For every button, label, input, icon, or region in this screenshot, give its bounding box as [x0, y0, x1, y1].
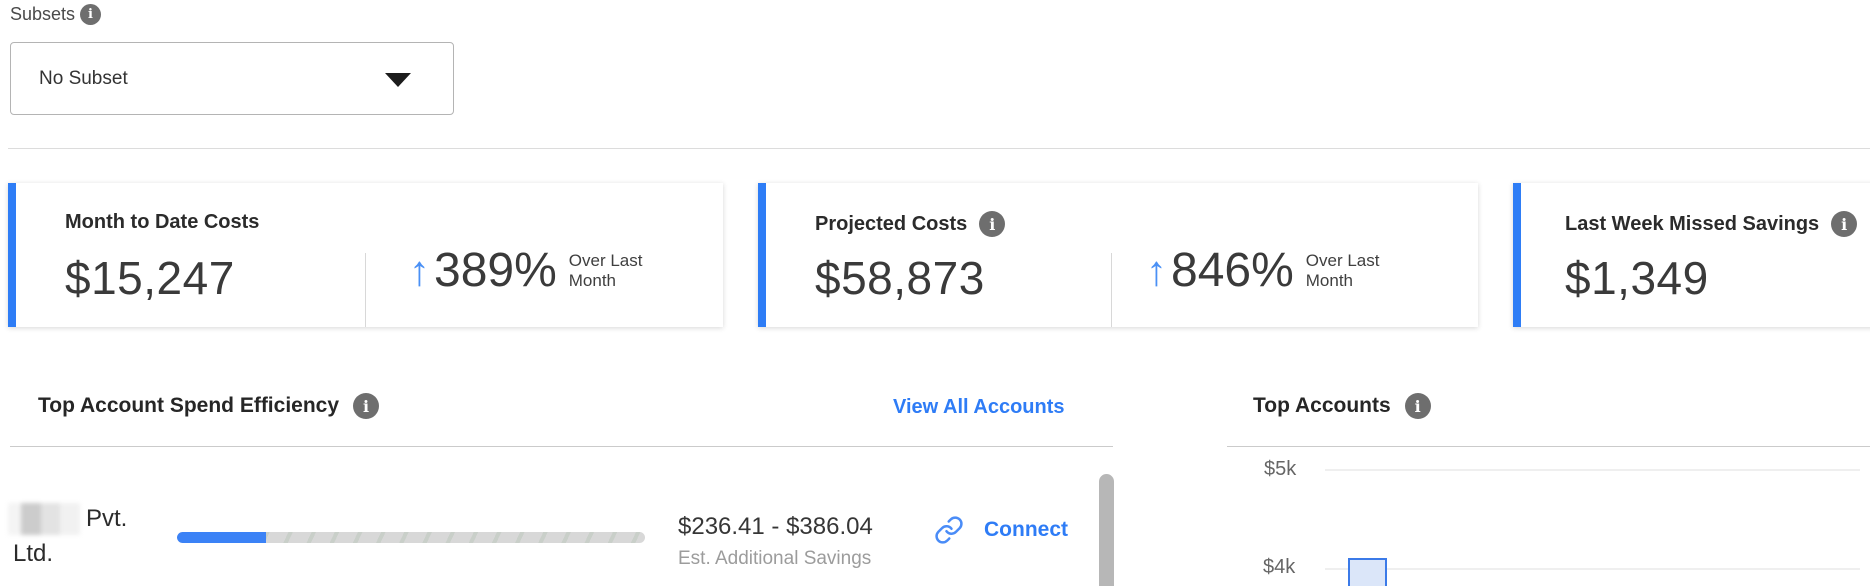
savings-caption: Est. Additional Savings [678, 548, 872, 569]
up-arrow-icon: ↑ [409, 247, 430, 294]
change-note-line1: Over Last [568, 251, 643, 271]
subsets-label: Subsets [10, 4, 76, 24]
card-divider [365, 253, 366, 327]
kpi-card-projected-costs: Projected Costs i $58,873 ↑ 846% Over La… [758, 183, 1478, 327]
card-value: $15,247 [65, 252, 235, 304]
gridline-4k [1325, 568, 1860, 570]
subset-dropdown-value: No Subset [39, 67, 128, 89]
spend-efficiency-progress-bar [177, 532, 645, 543]
spend-efficiency-progress-fill [177, 532, 266, 543]
view-all-accounts-link[interactable]: View All Accounts [893, 396, 1065, 418]
efficiency-panel-divider [10, 446, 1113, 447]
chevron-down-icon [385, 73, 411, 87]
card-value: $1,349 [1565, 252, 1709, 304]
y-axis-tick-4k: $4k [1263, 556, 1296, 578]
change-note: Over Last Month [1306, 251, 1380, 290]
vertical-scrollbar-thumb[interactable] [1099, 474, 1114, 586]
change-note-line2: Month [568, 271, 617, 290]
link-icon [935, 516, 963, 544]
change-note-line1: Over Last [1305, 251, 1380, 271]
card-title: Month to Date Costs [65, 211, 260, 233]
projected-costs-info-icon[interactable]: i [979, 211, 1006, 237]
redacted-account-name [8, 503, 80, 535]
change-percent: 846% [1171, 244, 1294, 297]
y-axis-tick-5k: $5k [1264, 458, 1297, 480]
card-title: Last Week Missed Savings [1565, 212, 1820, 235]
gridline-5k [1325, 469, 1860, 471]
kpi-card-last-week-missed-savings: Last Week Missed Savings i $1,349 [1513, 183, 1870, 327]
top-accounts-divider [1227, 446, 1870, 447]
change-note-line2: Month [1305, 271, 1354, 290]
connect-label: Connect [984, 518, 1068, 541]
kpi-card-month-to-date-costs: Month to Date Costs $15,247 ↑ 389% Over … [8, 183, 723, 327]
top-divider [8, 148, 1870, 149]
card-title: Projected Costs [815, 212, 968, 235]
top-accounts-header: Top Accounts i [1253, 393, 1431, 419]
change-note: Over Last Month [569, 251, 643, 290]
account-name-suffix: Pvt. [86, 505, 128, 532]
subsets-info-icon[interactable]: i [80, 4, 101, 25]
connect-button[interactable]: Connect [934, 515, 1068, 545]
missed-savings-info-icon[interactable]: i [1831, 211, 1858, 237]
efficiency-panel-title: Top Account Spend Efficiency [38, 394, 340, 417]
card-divider [1111, 253, 1112, 327]
efficiency-panel-header: Top Account Spend Efficiency i [38, 393, 380, 419]
efficiency-info-icon[interactable]: i [353, 393, 380, 419]
account-name-suffix: Ltd. [13, 540, 54, 567]
top-accounts-info-icon[interactable]: i [1404, 393, 1431, 419]
change-block: ↑ 846% Over Last Month [1146, 247, 1379, 295]
top-accounts-bar[interactable] [1348, 558, 1387, 586]
top-accounts-title: Top Accounts [1253, 394, 1391, 417]
change-percent: 389% [434, 244, 557, 297]
card-value: $58,873 [815, 252, 985, 304]
up-arrow-icon: ↑ [1146, 247, 1167, 294]
change-block: ↑ 389% Over Last Month [409, 247, 642, 295]
savings-range-value: $236.41 - $386.04 [678, 513, 873, 540]
subset-dropdown[interactable]: No Subset [10, 42, 454, 115]
